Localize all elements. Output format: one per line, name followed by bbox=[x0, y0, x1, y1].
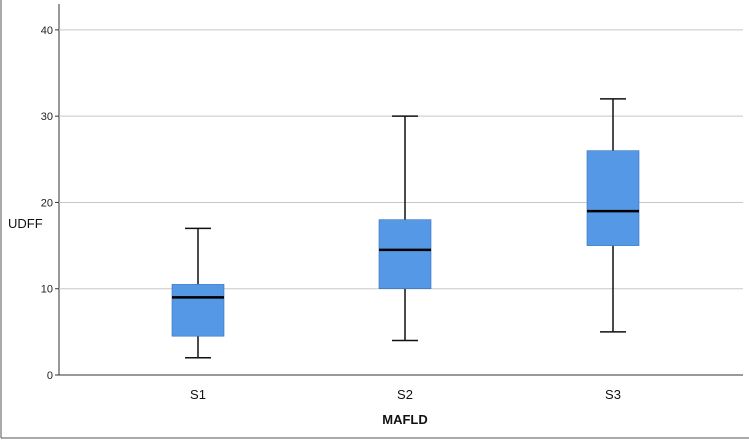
y-axis-title: UDFF bbox=[8, 216, 43, 231]
y-tick-label-40: 40 bbox=[41, 25, 53, 37]
y-tick-label-0: 0 bbox=[47, 370, 53, 382]
y-tick-label-20: 20 bbox=[41, 197, 53, 209]
x-tick-label-s3: S3 bbox=[605, 387, 621, 402]
box-iqr-s1 bbox=[171, 284, 225, 337]
y-tick-label-30: 30 bbox=[41, 111, 53, 123]
x-tick-label-s2: S2 bbox=[397, 387, 413, 402]
x-tick-label-s1: S1 bbox=[190, 387, 206, 402]
y-tick-label-10: 10 bbox=[41, 284, 53, 296]
box-iqr-s2 bbox=[378, 219, 432, 290]
x-axis-title: MAFLD bbox=[382, 412, 428, 427]
box-iqr-s3 bbox=[586, 150, 640, 246]
